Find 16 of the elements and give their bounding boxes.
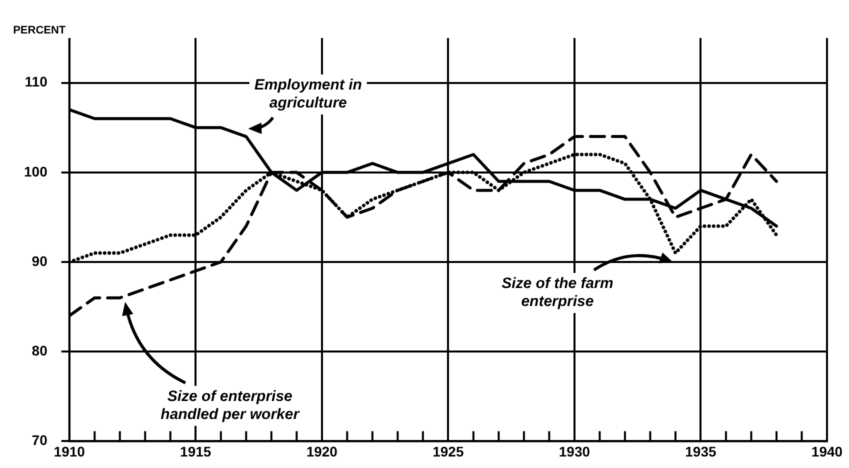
y-axis-title: PERCENT bbox=[13, 24, 66, 37]
text: Size of the farm enterprise bbox=[502, 275, 614, 310]
x-tick-label: 1915 bbox=[180, 443, 212, 460]
y-tick-label: 100 bbox=[24, 163, 48, 180]
y-tick-label: 80 bbox=[32, 342, 48, 358]
x-tick-label: 1940 bbox=[811, 443, 843, 460]
text: Size of enterprise handled per worker bbox=[160, 388, 300, 423]
x-tick-label: 1910 bbox=[54, 443, 86, 460]
x-tick-label: 1935 bbox=[685, 443, 717, 460]
y-tick-label: 90 bbox=[32, 252, 48, 269]
y-tick-label: 110 bbox=[24, 74, 48, 90]
series-label: Employment in agriculture bbox=[254, 76, 362, 112]
x-tick-label: 1925 bbox=[432, 443, 464, 460]
y-tick-label: 70 bbox=[32, 432, 48, 448]
x-tick-label: 1930 bbox=[558, 443, 590, 460]
x-tick-label: 1920 bbox=[306, 443, 338, 460]
